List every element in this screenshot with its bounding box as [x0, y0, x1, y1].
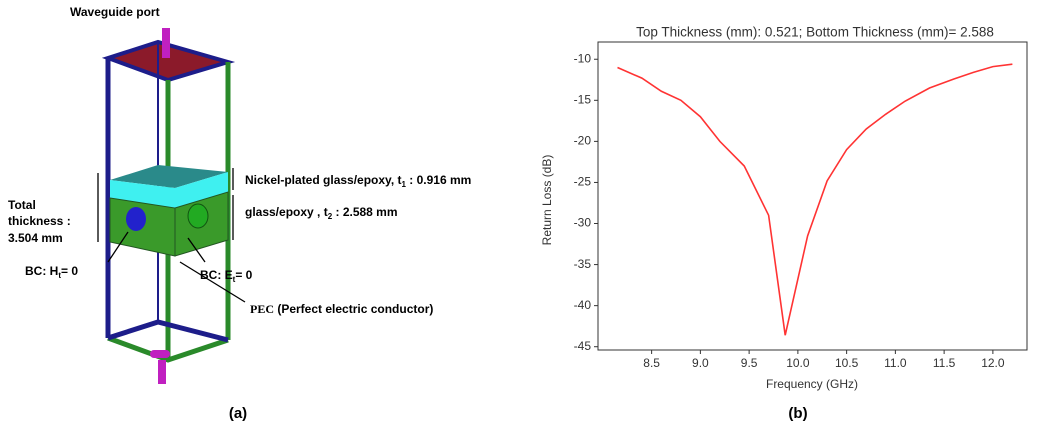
- y-tick-label: -15: [574, 92, 592, 106]
- plot-frame: [598, 42, 1027, 350]
- total-label: thickness :: [8, 214, 71, 228]
- x-axis-label: Frequency (GHz): [766, 377, 858, 391]
- label-part: : 2.588 mm: [332, 205, 397, 219]
- caption-a: (a): [229, 405, 247, 422]
- x-tick-label: 12.0: [981, 356, 1005, 370]
- page: Waveguide port Nickel-plated glass/epoxy…: [0, 0, 1055, 432]
- x-tick-label: 10.0: [786, 356, 810, 370]
- x-tick-label: 8.5: [643, 356, 660, 370]
- bc-e-label: BC: Et= 0: [200, 268, 253, 284]
- x-tick-label: 11.5: [933, 356, 956, 370]
- port-e: [188, 204, 208, 228]
- label-part: glass/epoxy , t: [245, 205, 328, 219]
- line: [618, 64, 1013, 335]
- layer-2-label: glass/epoxy , t2 : 2.588 mm: [245, 205, 398, 221]
- x-tick-label: 10.5: [835, 356, 859, 370]
- label-part: = 0: [61, 264, 78, 278]
- caption-b: (b): [788, 405, 807, 422]
- y-tick-label: -20: [574, 134, 592, 148]
- y-tick-label: -35: [574, 257, 592, 271]
- pec-label: PEC (Perfect electric conductor): [250, 302, 433, 316]
- bc-h-label: BC: Ht= 0: [25, 264, 78, 280]
- y-tick-label: -30: [574, 216, 592, 230]
- x-tick-label: 11.0: [884, 356, 907, 370]
- chart-title: Top Thickness (mm): 0.521; Bottom Thickn…: [636, 25, 994, 40]
- waveguide-diagram: Waveguide port Nickel-plated glass/epoxy…: [8, 5, 471, 422]
- x-tick-label: 9.5: [741, 356, 758, 370]
- label-part: = 0: [235, 268, 252, 282]
- port-h: [126, 207, 146, 231]
- x-tick-label: 9.0: [692, 356, 709, 370]
- label-part: PEC: [250, 302, 274, 316]
- y-tick-label: -45: [574, 339, 592, 353]
- total-label: Total: [8, 198, 36, 212]
- chart: Top Thickness (mm): 0.521; Bottom Thickn…: [540, 25, 1027, 422]
- y-axis-label: Return Loss (dB): [540, 155, 554, 246]
- label-part: Nickel-plated glass/epoxy, t: [245, 173, 402, 187]
- figure: Waveguide port Nickel-plated glass/epoxy…: [0, 0, 1055, 432]
- label-part: (Perfect electric conductor): [274, 302, 433, 316]
- layer-1-label: Nickel-plated glass/epoxy, t1 : 0.916 mm: [245, 173, 471, 189]
- label-part: : 0.916 mm: [406, 173, 471, 187]
- y-tick-label: -10: [574, 51, 592, 65]
- y-tick-label: -40: [574, 298, 592, 312]
- total-label: 3.504 mm: [8, 231, 63, 245]
- label-part: BC: H: [25, 264, 58, 278]
- y-tick-label: -25: [574, 175, 592, 189]
- port-label: Waveguide port: [70, 5, 160, 19]
- label-part: BC: E: [200, 268, 233, 282]
